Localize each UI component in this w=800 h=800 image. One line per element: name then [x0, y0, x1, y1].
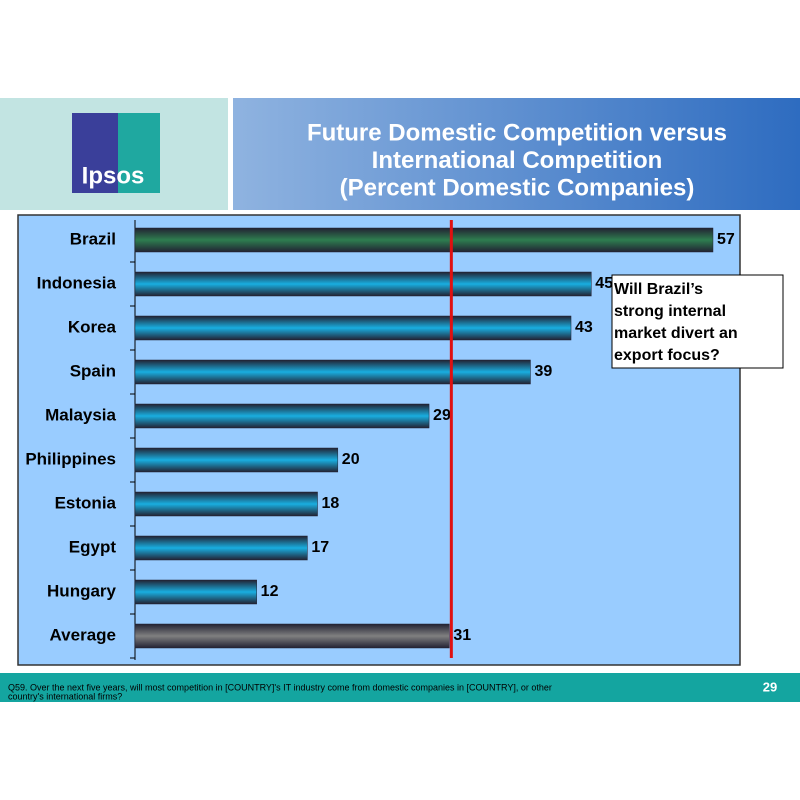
annotation: Will Brazil’s strong internal market diver… [614, 281, 738, 364]
bar [134, 315, 572, 341]
bar [134, 579, 257, 605]
annotation-line: market divert an [614, 325, 738, 342]
value-label: 45 [595, 275, 613, 292]
category-label: Hungary [47, 581, 117, 600]
value-label: 29 [433, 407, 451, 424]
bar [134, 359, 531, 385]
category-label: Spain [70, 361, 116, 380]
category-label: Korea [68, 317, 117, 336]
title: Future Domestic Competition versusIntern… [307, 119, 727, 201]
footer-band [0, 673, 800, 702]
logo-text: Ipsos [82, 162, 145, 189]
bars: Brazil 57 Indonesia 45 Korea 43 Spain 39 Malaysi… [25, 227, 735, 659]
category-label: Philippines [25, 449, 116, 468]
value-label: 18 [322, 495, 340, 512]
header-right [233, 98, 800, 210]
bar [134, 535, 308, 561]
footnote: country's international firms? [8, 691, 122, 701]
title-line: (Percent Domestic Companies) [340, 174, 695, 201]
bar [134, 271, 592, 297]
footer: Q59. Over the next five years, will most… [8, 682, 552, 701]
category-label: Indonesia [37, 273, 117, 292]
category-label: Malaysia [45, 405, 116, 424]
title-line: Future Domestic Competition versus [307, 119, 727, 146]
value-label: 39 [534, 363, 552, 380]
annotation-line: export focus? [614, 347, 720, 364]
category-label: Egypt [69, 537, 117, 556]
value-label: 57 [717, 231, 735, 248]
title-line: International Competition [372, 147, 663, 174]
bar [134, 227, 714, 253]
value-label: 12 [261, 583, 279, 600]
annotation-line: strong internal [614, 303, 726, 320]
logo-left [72, 113, 118, 193]
value-label: 43 [575, 319, 593, 336]
bar [134, 623, 450, 649]
category-label: Estonia [55, 493, 117, 512]
category-label: Average [50, 625, 116, 644]
value-label: 31 [453, 627, 471, 644]
value-label: 17 [311, 539, 329, 556]
page-number: 29 [763, 679, 777, 694]
annotation-line: Will Brazil’s [614, 281, 703, 298]
footnote: Q59. Over the next five years, will most… [8, 682, 552, 692]
annotation-box [611, 274, 784, 369]
bar [134, 447, 339, 473]
category-label: Brazil [70, 229, 116, 248]
value-label: 20 [342, 451, 360, 468]
bar [134, 403, 430, 429]
bar [134, 491, 318, 517]
